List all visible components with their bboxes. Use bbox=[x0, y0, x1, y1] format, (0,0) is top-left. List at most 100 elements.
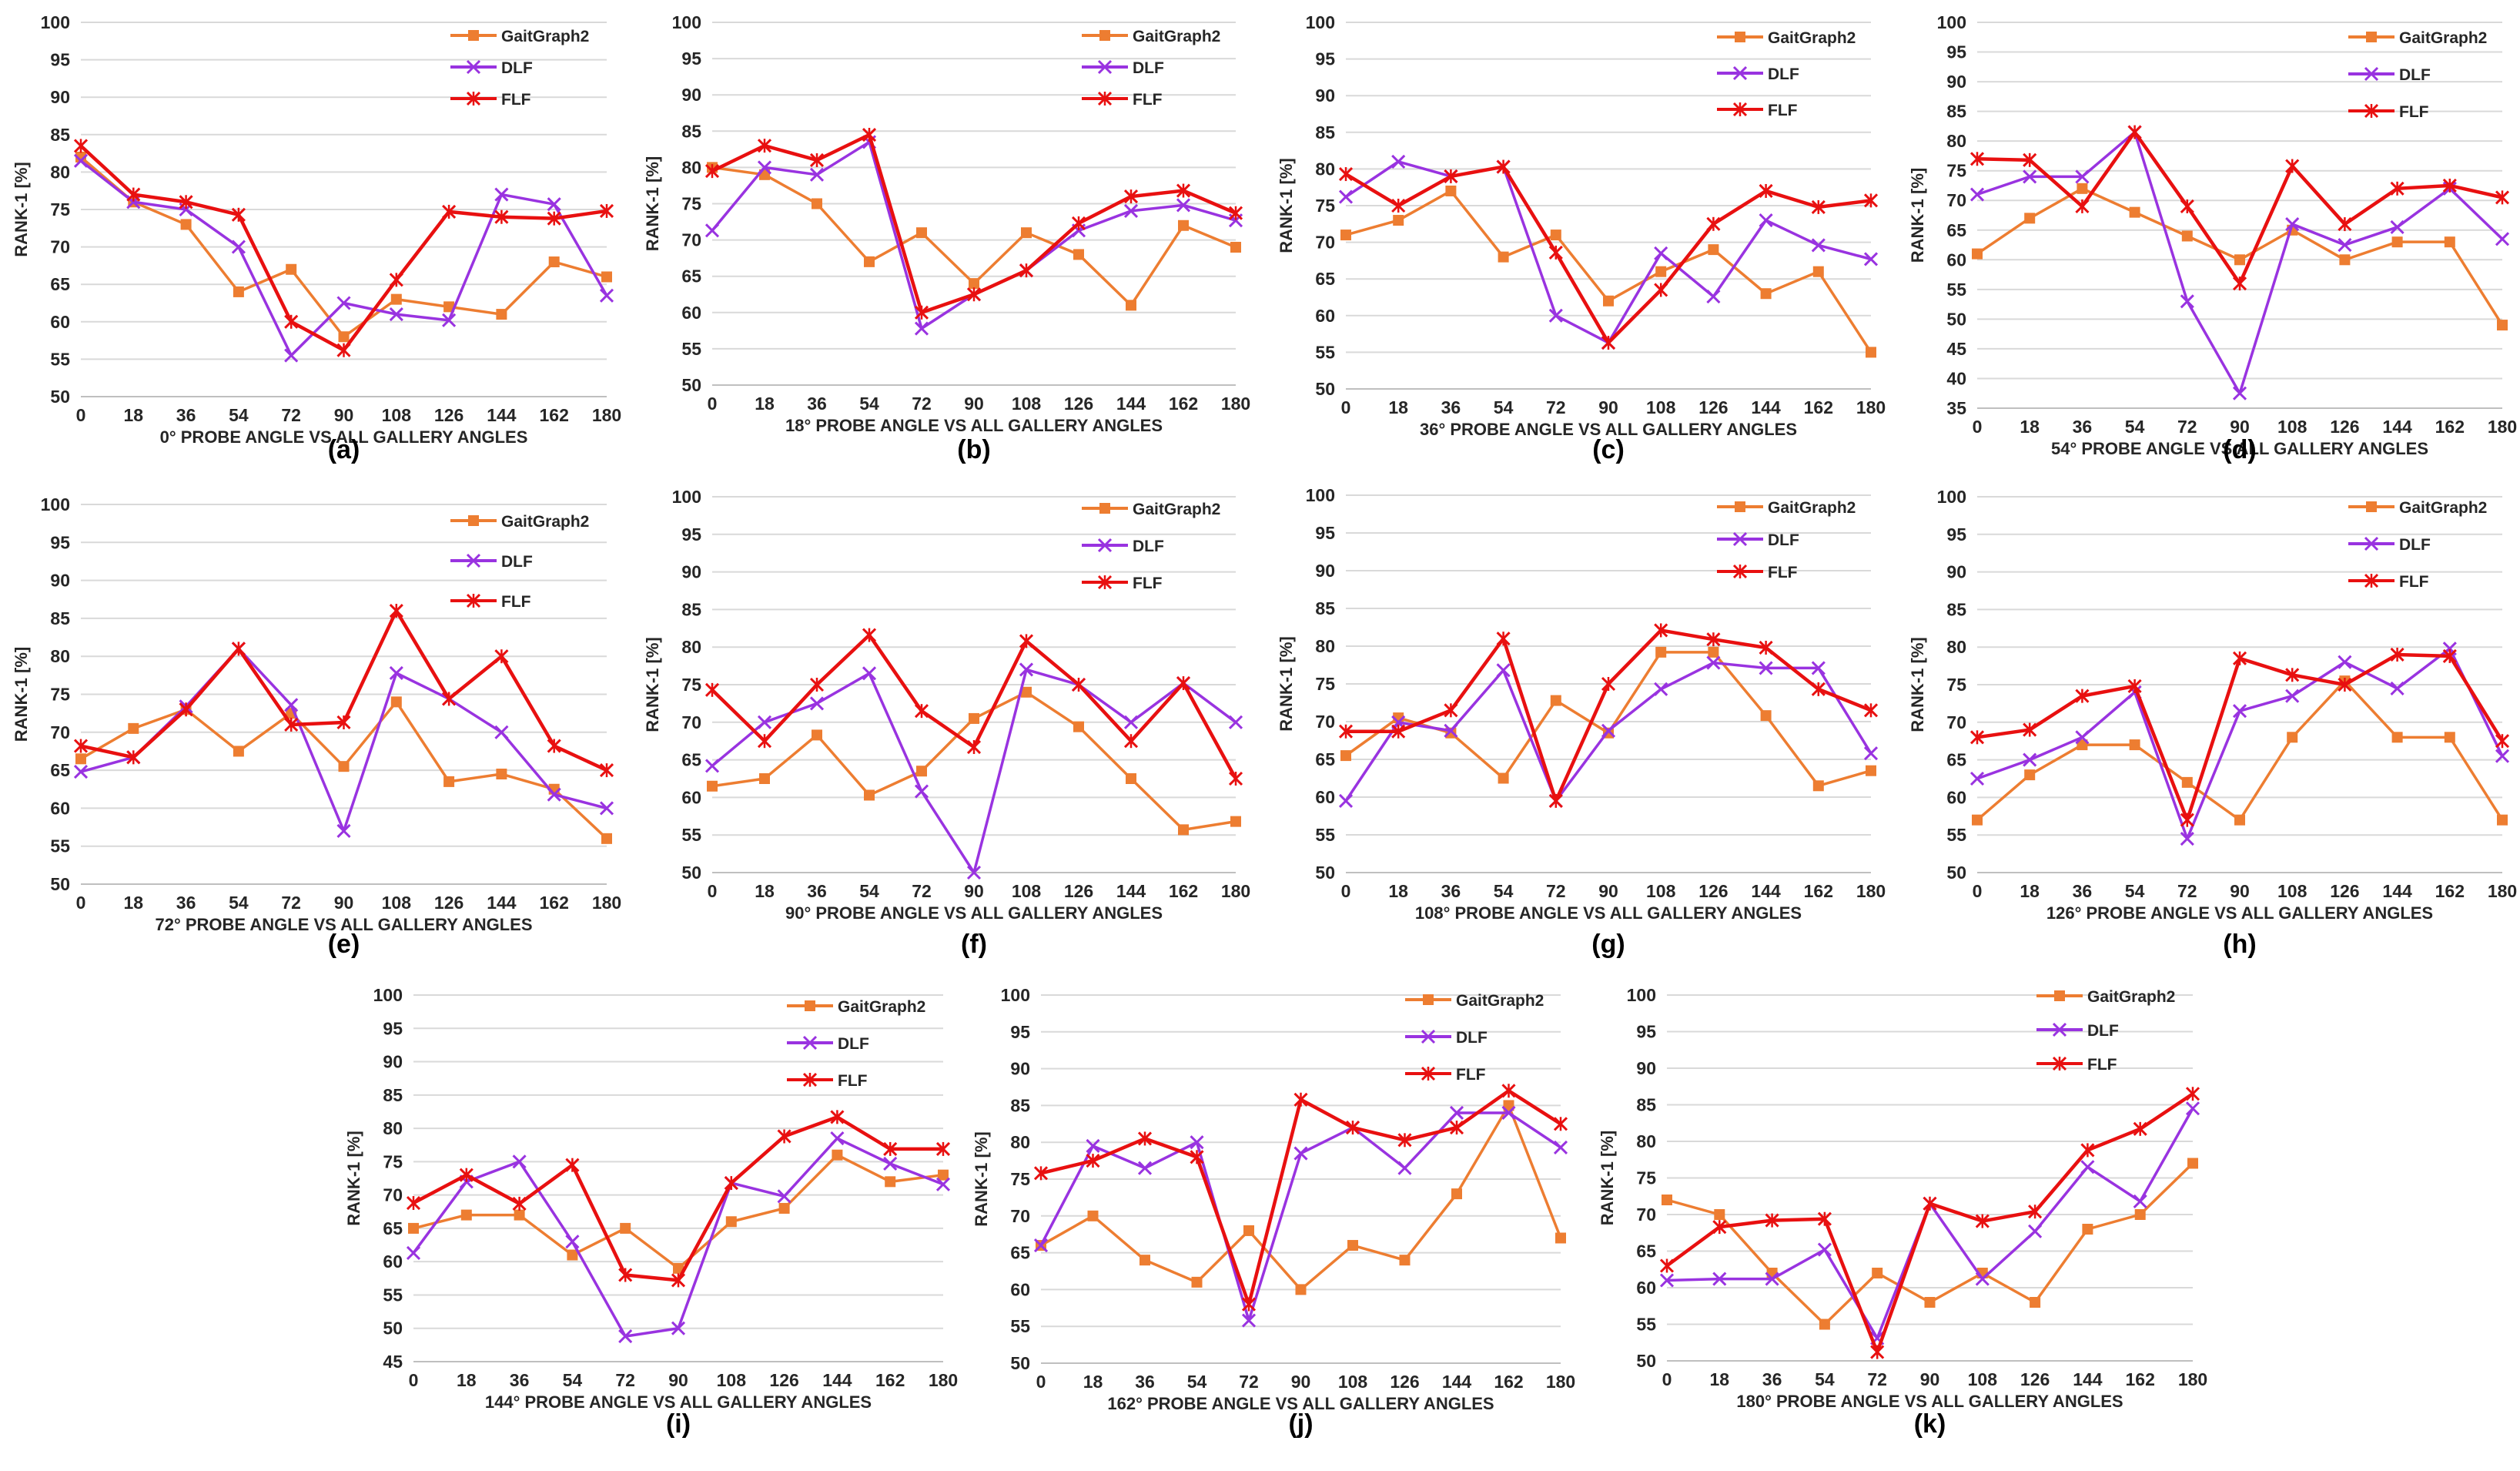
y-tick-label: 60 bbox=[50, 798, 70, 818]
legend-marker-gaitgraph2 bbox=[2366, 32, 2377, 42]
series-line-gaitgraph2 bbox=[1976, 679, 2504, 822]
data-point-dlf bbox=[2390, 681, 2405, 695]
data-point-flf bbox=[231, 207, 246, 222]
legend-label-flf: FLF bbox=[2399, 573, 2429, 591]
y-axis-title: RANK-1 [%] bbox=[344, 1131, 363, 1225]
x-tick-label: 144 bbox=[1116, 394, 1146, 414]
x-tick-label: 162 bbox=[2126, 1369, 2155, 1389]
y-tick-label: 90 bbox=[1315, 85, 1335, 106]
data-point-gaitgraph2 bbox=[75, 753, 86, 765]
legend: GaitGraph2 DLF FLF bbox=[1082, 501, 1220, 592]
x-axis-title: 162° PROBE ANGLE VS ALL GALLERY ANGLES bbox=[1107, 1394, 1494, 1413]
legend-label-flf: FLF bbox=[1768, 102, 1798, 119]
legend-label-dlf: DLF bbox=[1456, 1029, 1488, 1047]
data-point-dlf bbox=[73, 765, 89, 779]
y-tick-label: 100 bbox=[672, 12, 701, 32]
x-tick-label: 90 bbox=[1291, 1372, 1311, 1392]
x-tick-label: 162 bbox=[2435, 417, 2465, 437]
x-tick-label: 36 bbox=[2073, 417, 2093, 437]
x-tick-label: 126 bbox=[1064, 394, 1093, 414]
legend-marker-gaitgraph2 bbox=[468, 515, 479, 526]
legend-label-flf: FLF bbox=[1768, 564, 1798, 581]
data-point-flf bbox=[1338, 724, 1354, 739]
data-point-dlf bbox=[1176, 198, 1191, 213]
legend-marker-flf bbox=[802, 1072, 818, 1087]
y-tick-label: 50 bbox=[681, 375, 701, 395]
y-tick-label: 75 bbox=[681, 675, 701, 695]
data-point-dlf bbox=[1759, 213, 1773, 228]
data-point-dlf bbox=[1293, 1146, 1308, 1161]
data-point-gaitgraph2 bbox=[2444, 236, 2455, 248]
data-point-flf bbox=[442, 692, 457, 706]
data-point-flf bbox=[2232, 276, 2247, 291]
data-point-flf bbox=[1548, 245, 1563, 260]
x-tick-label: 90 bbox=[1598, 397, 1618, 417]
y-tick-label: 40 bbox=[1946, 368, 1966, 388]
legend-marker-flf bbox=[2364, 103, 2379, 119]
legend-label-flf: FLF bbox=[838, 1072, 868, 1090]
x-tick-label: 108 bbox=[1646, 881, 1676, 901]
data-point-dlf bbox=[442, 313, 457, 327]
data-point-gaitgraph2 bbox=[969, 712, 979, 724]
x-tick-label: 18 bbox=[457, 1370, 477, 1390]
data-point-gaitgraph2 bbox=[2077, 739, 2088, 751]
x-tick-label: 0 bbox=[1973, 881, 1983, 901]
data-point-flf bbox=[809, 677, 825, 692]
data-point-flf bbox=[406, 1195, 421, 1211]
panel-label: (k) bbox=[1914, 1409, 1946, 1439]
data-point-flf bbox=[2442, 648, 2457, 663]
x-tick-label: 144 bbox=[1116, 881, 1146, 901]
data-point-gaitgraph2 bbox=[514, 1209, 525, 1221]
data-point-dlf bbox=[1397, 1161, 1412, 1175]
x-tick-label: 126 bbox=[2330, 881, 2359, 901]
x-tick-label: 180 bbox=[1221, 881, 1250, 901]
legend-marker-dlf bbox=[466, 59, 481, 75]
y-tick-label: 70 bbox=[1315, 233, 1335, 253]
data-point-dlf bbox=[2232, 386, 2247, 400]
legend-marker-flf bbox=[2052, 1056, 2067, 1071]
data-point-dlf bbox=[1391, 154, 1406, 169]
data-point-flf bbox=[2180, 199, 2194, 213]
data-point-gaitgraph2 bbox=[1087, 1210, 1099, 1221]
x-tick-label: 108 bbox=[2277, 881, 2307, 901]
y-axis-title: RANK-1 [%] bbox=[12, 162, 31, 256]
x-tick-label: 180 bbox=[2488, 881, 2517, 901]
y-tick-label: 85 bbox=[50, 125, 70, 145]
x-tick-label: 18 bbox=[1388, 397, 1408, 417]
data-point-flf bbox=[1228, 771, 1243, 786]
y-tick-label: 55 bbox=[1010, 1316, 1030, 1336]
data-point-flf bbox=[2080, 1143, 2095, 1158]
data-point-gaitgraph2 bbox=[2444, 732, 2455, 743]
y-tick-label: 60 bbox=[383, 1252, 403, 1272]
legend-label-gaitgraph2: GaitGraph2 bbox=[1456, 992, 1544, 1010]
data-point-flf bbox=[1975, 1214, 1990, 1228]
y-tick-label: 70 bbox=[50, 237, 70, 257]
y-tick-label: 55 bbox=[681, 825, 701, 845]
legend-label-gaitgraph2: GaitGraph2 bbox=[1133, 501, 1220, 518]
data-point-gaitgraph2 bbox=[1243, 1225, 1254, 1236]
data-point-flf bbox=[1444, 703, 1458, 718]
legend-label-gaitgraph2: GaitGraph2 bbox=[2087, 988, 2175, 1006]
data-point-dlf bbox=[618, 1329, 633, 1344]
data-point-dlf bbox=[1969, 771, 1985, 786]
legend-label-gaitgraph2: GaitGraph2 bbox=[1133, 28, 1220, 45]
data-point-dlf bbox=[2338, 237, 2352, 253]
data-point-flf bbox=[1123, 189, 1139, 204]
data-point-dlf bbox=[1969, 187, 1985, 202]
panel-label: (d) bbox=[2223, 435, 2256, 464]
x-tick-label: 180 bbox=[1856, 881, 1886, 901]
data-point-gaitgraph2 bbox=[864, 256, 875, 267]
data-point-flf bbox=[2390, 647, 2405, 662]
data-point-flf bbox=[2028, 1205, 2043, 1219]
data-point-flf bbox=[2285, 668, 2300, 682]
data-point-dlf bbox=[406, 1245, 421, 1260]
x-tick-label: 108 bbox=[1968, 1369, 1998, 1389]
legend-label-dlf: DLF bbox=[2087, 1022, 2119, 1040]
data-point-gaitgraph2 bbox=[1972, 814, 1983, 826]
x-tick-label: 54 bbox=[1815, 1369, 1835, 1389]
x-tick-label: 72 bbox=[2177, 417, 2197, 437]
legend-marker-gaitgraph2 bbox=[1735, 32, 1745, 42]
data-point-dlf bbox=[599, 288, 614, 303]
data-point-dlf bbox=[862, 666, 877, 681]
y-tick-label: 90 bbox=[681, 562, 701, 582]
